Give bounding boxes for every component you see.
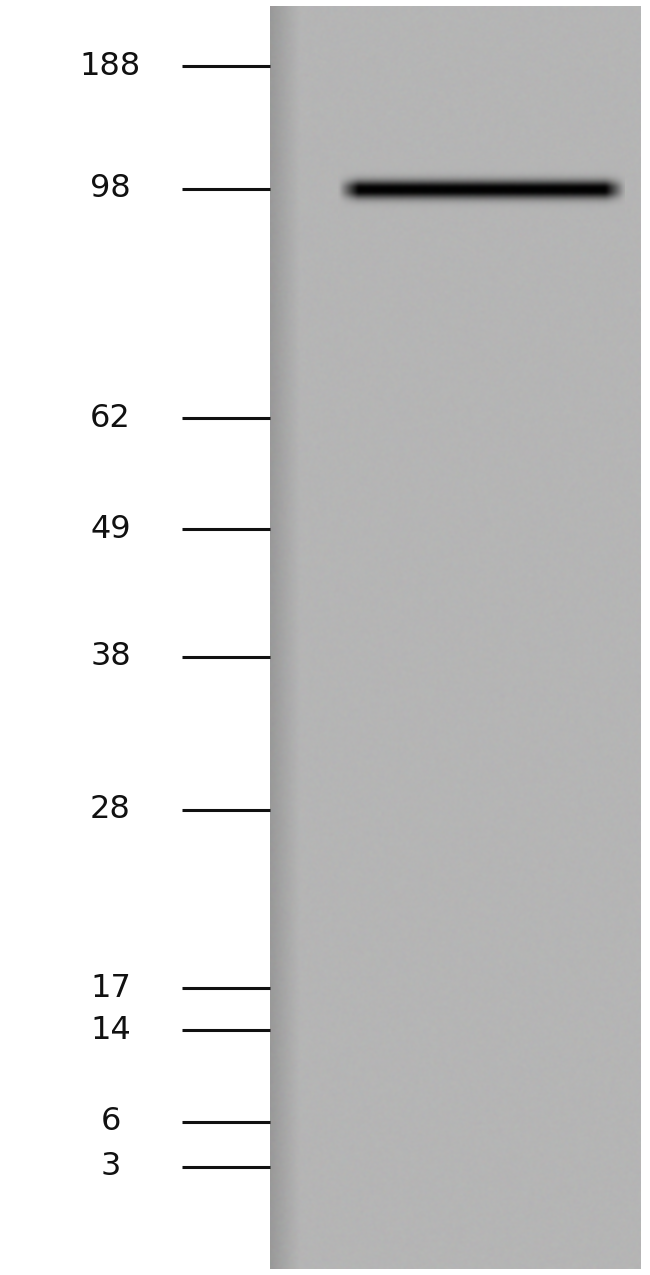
Text: 28: 28 bbox=[90, 794, 131, 825]
Text: 188: 188 bbox=[80, 51, 141, 82]
Text: 14: 14 bbox=[90, 1015, 131, 1046]
Text: 98: 98 bbox=[90, 173, 131, 204]
Text: 17: 17 bbox=[90, 973, 131, 1003]
Text: 49: 49 bbox=[90, 514, 131, 544]
Text: 3: 3 bbox=[100, 1151, 121, 1182]
Text: 62: 62 bbox=[90, 403, 131, 434]
Text: 6: 6 bbox=[100, 1107, 121, 1137]
Text: 38: 38 bbox=[90, 641, 131, 672]
